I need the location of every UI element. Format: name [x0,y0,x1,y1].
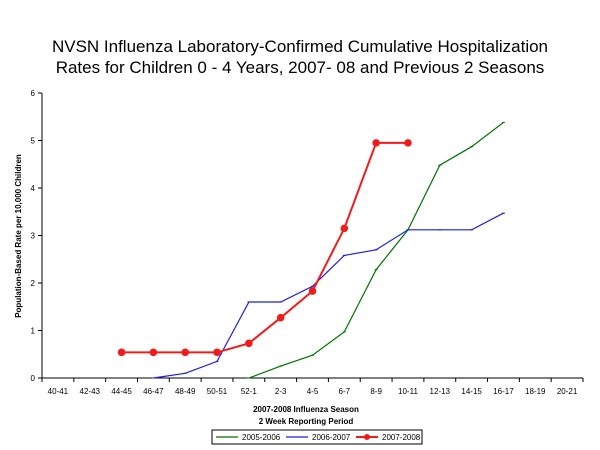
legend-item: 2007-2008 [356,433,421,442]
x-tick-label: 6-7 [339,387,351,396]
series-2006-2007 [151,212,505,379]
x-tick-label: 2-3 [275,387,287,396]
y-tick-label: 3 [31,232,36,241]
data-point [245,339,253,348]
x-tick-label: 12-13 [430,387,451,396]
axes [41,93,583,379]
x-tick-label: 16-17 [493,387,514,396]
series-line [153,212,504,379]
x-tick-label: 48-49 [175,387,196,396]
x-tick-label: 10-11 [398,387,418,396]
legend-marker [364,434,370,440]
y-axis-ticks: 0 1 2 3 4 5 6 [31,89,42,383]
x-tick-label: 20-21 [557,387,578,396]
data-point [340,224,349,233]
y-tick-label: 0 [31,374,36,383]
chart-title-line-1: NVSN Influenza Laboratory-Confirmed Cumu… [51,37,549,56]
legend: 2005-2006 2006-2007 2007-2008 [211,429,423,445]
data-point [404,139,412,147]
chart-title: NVSN Influenza Laboratory-Confirmed Cumu… [0,36,600,78]
series-line [121,141,408,354]
x-tick-label: 44-45 [111,387,132,396]
series-2007-2008 [117,139,412,357]
legend-label: 2006-2007 [312,433,351,442]
x-tick-label: 42-43 [80,387,101,396]
series-lines [117,121,505,379]
x-tick-label: 14-15 [461,387,482,396]
y-tick-label: 6 [31,89,36,98]
data-point [149,348,158,357]
x-tick-label: 50-51 [207,387,228,396]
data-point [276,313,285,322]
legend-item: 2006-2007 [286,433,351,442]
x-tick-label: 4-5 [307,387,319,396]
y-axis-label: Population-Based Rate per 10,000 Childre… [14,154,23,318]
legend-item: 2005-2006 [216,433,281,442]
data-point [117,348,126,357]
legend-box [211,429,423,445]
data-point [372,139,380,147]
x-tick-label: 40-41 [48,387,69,396]
x-axis-label-line-2: 2 Week Reporting Period [259,417,354,426]
data-point [181,348,190,357]
y-tick-label: 5 [31,137,36,146]
legend-label: 2005-2006 [242,433,281,442]
y-tick-label: 1 [31,327,36,336]
x-tick-label: 52-1 [241,387,258,396]
y-tick-label: 4 [31,184,36,193]
data-point [308,287,317,295]
y-tick-label: 2 [31,279,36,288]
x-axis-ticks: 40-41 42-43 44-45 46-47 48-49 50-51 52-1 2-3 4-5… [41,378,584,396]
legend-label: 2007-2008 [382,433,421,442]
x-axis-label-line-1: 2007-2008 Influenza Season [253,405,359,414]
x-tick-label: 18-19 [525,387,546,396]
x-tick-label: 8-9 [370,387,382,396]
x-tick-label: 46-47 [143,387,164,396]
data-point [213,348,221,357]
chart-title-line-2: Rates for Children 0 - 4 Years, 2007- 08… [55,58,545,77]
